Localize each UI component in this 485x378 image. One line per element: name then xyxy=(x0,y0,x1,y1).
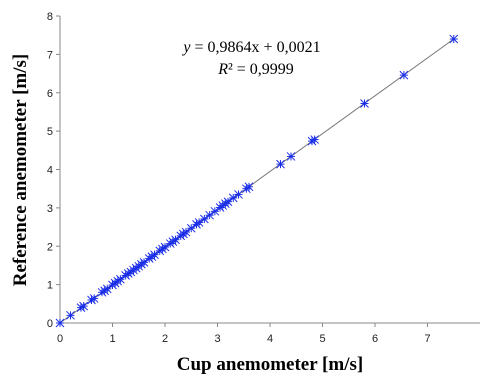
data-point xyxy=(150,250,159,260)
data-point xyxy=(228,193,238,203)
data-point xyxy=(160,242,170,252)
y-axis-title: Reference anemometer [m/s] xyxy=(10,54,31,286)
x-tick-label: 0 xyxy=(57,333,63,345)
y-tick-label: 8 xyxy=(47,11,53,23)
data-point xyxy=(181,227,191,237)
data-point xyxy=(139,258,149,267)
data-points xyxy=(55,34,459,328)
data-point xyxy=(210,206,220,216)
data-point xyxy=(89,294,99,303)
y-tick-label: 1 xyxy=(47,280,53,292)
data-point xyxy=(223,197,233,207)
r-squared-label: R² = 0,9999 xyxy=(217,61,294,78)
y-tick-label: 5 xyxy=(47,126,53,138)
data-point xyxy=(102,284,112,294)
y-tick-label: 2 xyxy=(47,241,53,253)
data-point xyxy=(186,223,196,233)
data-point xyxy=(194,218,204,227)
data-point xyxy=(55,318,65,328)
data-point xyxy=(234,190,243,199)
data-point xyxy=(310,135,319,144)
x-tick-label: 2 xyxy=(162,333,168,345)
data-point xyxy=(66,310,75,320)
x-axis-ticks: 0 1 2 3 4 5 6 7 xyxy=(57,323,431,345)
y-tick-label: 0 xyxy=(47,318,53,330)
x-tick-label: 4 xyxy=(267,333,273,345)
x-tick-label: 7 xyxy=(424,333,430,345)
data-point xyxy=(286,152,296,161)
data-point xyxy=(449,34,459,44)
y-tick-label: 4 xyxy=(47,165,53,177)
data-point xyxy=(276,159,285,169)
data-point xyxy=(116,274,125,284)
data-point xyxy=(171,235,180,245)
y-tick-label: 6 xyxy=(47,88,53,100)
x-tick-label: 6 xyxy=(372,333,378,345)
x-tick-label: 1 xyxy=(109,333,115,345)
data-point xyxy=(200,214,209,224)
y-tick-label: 7 xyxy=(47,49,53,61)
data-point xyxy=(360,99,369,108)
data-point xyxy=(244,182,254,192)
x-tick-label: 5 xyxy=(319,333,325,345)
y-axis-ticks: 0 1 2 3 4 5 6 7 8 xyxy=(47,11,60,330)
trendline-equation: y = 0,9864x + 0,0021 xyxy=(181,39,320,56)
data-point xyxy=(79,301,88,311)
x-tick-label: 3 xyxy=(214,333,220,345)
data-point xyxy=(205,210,214,220)
y-tick-label: 3 xyxy=(47,203,53,215)
x-axis-title: Cup anemometer [m/s] xyxy=(177,354,363,375)
data-point xyxy=(399,70,409,80)
